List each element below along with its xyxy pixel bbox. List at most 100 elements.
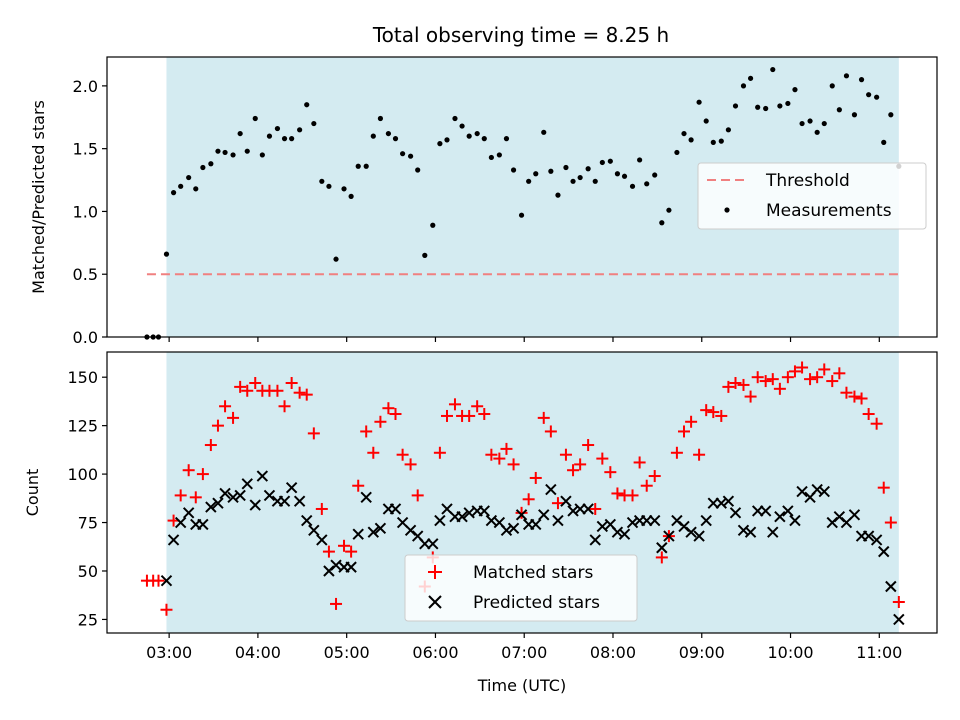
measurement-point bbox=[422, 252, 428, 258]
matched-star-point bbox=[537, 411, 550, 424]
matched-star-point bbox=[330, 597, 343, 610]
predicted-star-point bbox=[234, 489, 246, 502]
measurement-point bbox=[777, 103, 783, 109]
measurement-point bbox=[763, 105, 769, 112]
bot-y-tick-label: 50 bbox=[78, 562, 98, 581]
bot-y-tick-label: 150 bbox=[67, 368, 98, 387]
predicted-star-point bbox=[182, 507, 195, 519]
bottom-y-axis-ticks: 25 50 75 100 125 150 bbox=[67, 368, 107, 629]
predicted-star-point bbox=[285, 481, 298, 494]
top-y-axis-label: Matched/Predicted stars bbox=[29, 100, 48, 294]
measurement-point bbox=[363, 163, 369, 169]
predicted-star-point bbox=[197, 518, 209, 531]
matched-star-point bbox=[174, 489, 187, 502]
measurement-point bbox=[503, 136, 510, 142]
measurement-point bbox=[304, 102, 310, 108]
legend-predicted-label: Predicted stars bbox=[473, 593, 600, 613]
matched-star-point bbox=[500, 442, 513, 455]
top-y-tick-label: 2.0 bbox=[73, 77, 98, 96]
predicted-star-point bbox=[589, 534, 601, 546]
predicted-star-point bbox=[767, 526, 779, 538]
matched-star-point bbox=[507, 458, 520, 471]
measurement-point bbox=[792, 87, 798, 93]
matched-stars-series bbox=[140, 361, 905, 616]
bot-y-tick-label: 75 bbox=[78, 514, 98, 533]
measurement-point bbox=[874, 94, 880, 100]
predicted-star-point bbox=[160, 574, 173, 587]
predicted-star-point bbox=[500, 524, 513, 536]
measurement-point bbox=[341, 186, 347, 192]
matched-star-point bbox=[596, 452, 609, 465]
x-tick-label: 07:00 bbox=[501, 643, 547, 662]
matched-star-point bbox=[211, 419, 224, 432]
matched-star-point bbox=[396, 448, 409, 461]
predicted-star-point bbox=[618, 528, 631, 540]
legend-predicted-swatch bbox=[428, 595, 442, 609]
x-tick-label: 05:00 bbox=[324, 643, 370, 662]
measurement-point bbox=[755, 104, 761, 110]
matched-star-point bbox=[804, 373, 817, 386]
matched-star-point bbox=[833, 367, 846, 380]
measurement-point bbox=[163, 251, 170, 257]
measurement-point bbox=[881, 139, 887, 145]
predicted-star-point bbox=[722, 495, 735, 507]
measurement-point bbox=[585, 166, 591, 172]
bottom-y-axis-label: Count bbox=[23, 469, 42, 517]
matched-star-point bbox=[522, 493, 535, 506]
predicted-star-point bbox=[530, 518, 542, 531]
predicted-star-point bbox=[582, 503, 594, 515]
measurement-point bbox=[526, 178, 532, 184]
measurement-point bbox=[178, 183, 184, 189]
predicted-star-point bbox=[893, 613, 905, 626]
bot-y-tick-label: 100 bbox=[67, 465, 98, 484]
matched-star-point bbox=[196, 468, 209, 481]
predicted-star-point bbox=[649, 514, 661, 527]
predicted-star-point bbox=[507, 522, 520, 535]
measurement-point bbox=[297, 127, 303, 133]
measurement-point bbox=[289, 136, 295, 142]
matched-star-point bbox=[655, 551, 668, 564]
matched-star-point bbox=[478, 408, 491, 421]
measurement-point bbox=[481, 136, 487, 142]
predicted-star-point bbox=[789, 514, 801, 527]
legend-measurements-label: Measurements bbox=[766, 201, 892, 221]
predicted-star-point bbox=[205, 501, 217, 513]
measurement-point bbox=[377, 115, 384, 122]
predicted-star-point bbox=[862, 530, 875, 542]
measurement-point bbox=[747, 75, 754, 81]
predicted-star-point bbox=[737, 524, 750, 536]
legend-matched-label: Matched stars bbox=[473, 563, 593, 583]
matched-star-point bbox=[693, 448, 706, 461]
matched-star-point bbox=[715, 409, 728, 422]
x-tick-label: 08:00 bbox=[590, 643, 636, 662]
measurement-point bbox=[725, 127, 731, 133]
predicted-star-point bbox=[685, 526, 697, 538]
matched-star-point bbox=[189, 491, 202, 504]
measurement-point bbox=[370, 133, 376, 139]
predicted-star-point bbox=[885, 580, 897, 593]
measurement-point bbox=[710, 139, 716, 145]
predicted-star-point bbox=[729, 507, 742, 519]
top-legend-box bbox=[697, 162, 927, 230]
x-tick-label: 03:00 bbox=[146, 643, 192, 662]
matched-star-point bbox=[870, 417, 883, 430]
predicted-star-point bbox=[693, 530, 705, 542]
top-axes-frame bbox=[106, 56, 938, 338]
matched-star-point bbox=[300, 388, 313, 401]
matched-star-point bbox=[285, 377, 298, 390]
predicted-star-point bbox=[389, 503, 402, 515]
matched-star-point bbox=[811, 371, 824, 384]
x-tick-label: 09:00 bbox=[679, 643, 725, 662]
x-axis-label: Time (UTC) bbox=[477, 676, 566, 695]
measurement-point bbox=[222, 149, 228, 156]
matched-star-point bbox=[338, 539, 351, 552]
matched-star-point bbox=[559, 448, 572, 461]
measurement-point bbox=[518, 212, 525, 218]
predicted-star-point bbox=[796, 485, 808, 498]
predicted-star-point bbox=[427, 538, 439, 550]
predicted-star-point bbox=[249, 499, 261, 511]
top-y-tick-label: 1.5 bbox=[73, 140, 98, 159]
matched-star-point bbox=[567, 464, 580, 477]
measurement-point bbox=[326, 183, 332, 189]
measurements-series bbox=[144, 66, 902, 340]
